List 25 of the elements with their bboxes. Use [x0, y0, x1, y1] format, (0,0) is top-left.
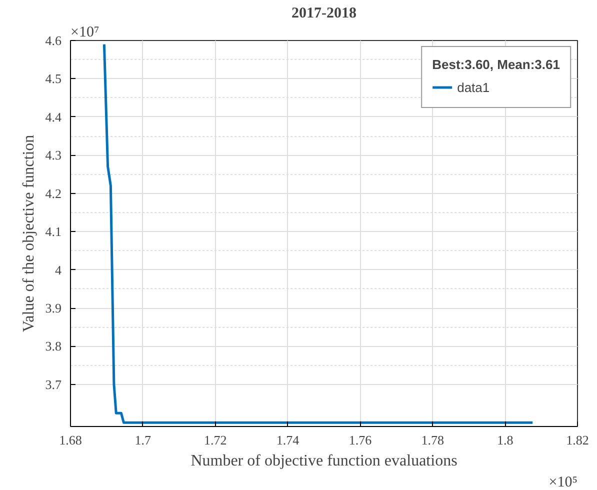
x-tick-label: 1.82 — [566, 432, 589, 448]
y-tick-label: 3.9 — [45, 300, 62, 316]
y-tick-label: 4.2 — [45, 186, 62, 201]
x-tick-label: 1.74 — [276, 432, 300, 448]
y-tick-label: 4.6 — [45, 33, 62, 48]
x-tick-label: 1.8 — [496, 432, 514, 448]
y-tick-label: 3.8 — [45, 338, 62, 354]
legend-title: Best:3.60, Mean:3.61 — [432, 57, 560, 72]
y-tick-label: 4.5 — [45, 71, 62, 86]
x-tick-label: 1.78 — [421, 432, 444, 448]
y-tick-label: 4.1 — [45, 224, 62, 240]
text: ×10⁵ — [548, 474, 578, 490]
y-tick-label: 4.3 — [45, 148, 62, 163]
y-tick-label: 4.4 — [45, 109, 62, 124]
x-tick-label: 1.72 — [204, 432, 227, 448]
y-axis-title: Value of the objective function — [20, 134, 38, 332]
x-axis-title: Number of objective function evaluations — [190, 452, 458, 470]
chart-title: 2017-2018 — [292, 6, 356, 22]
x-tick-label: 1.7 — [134, 432, 152, 448]
legend-label: data1 — [457, 80, 490, 94]
y-tick-label: 3.7 — [45, 376, 62, 392]
annotation: ×10⁷ — [70, 24, 100, 40]
y-tick-label: 4 — [55, 262, 62, 278]
x-tick-label: 1.76 — [348, 432, 372, 448]
x-tick-label: 1.68 — [59, 432, 82, 448]
